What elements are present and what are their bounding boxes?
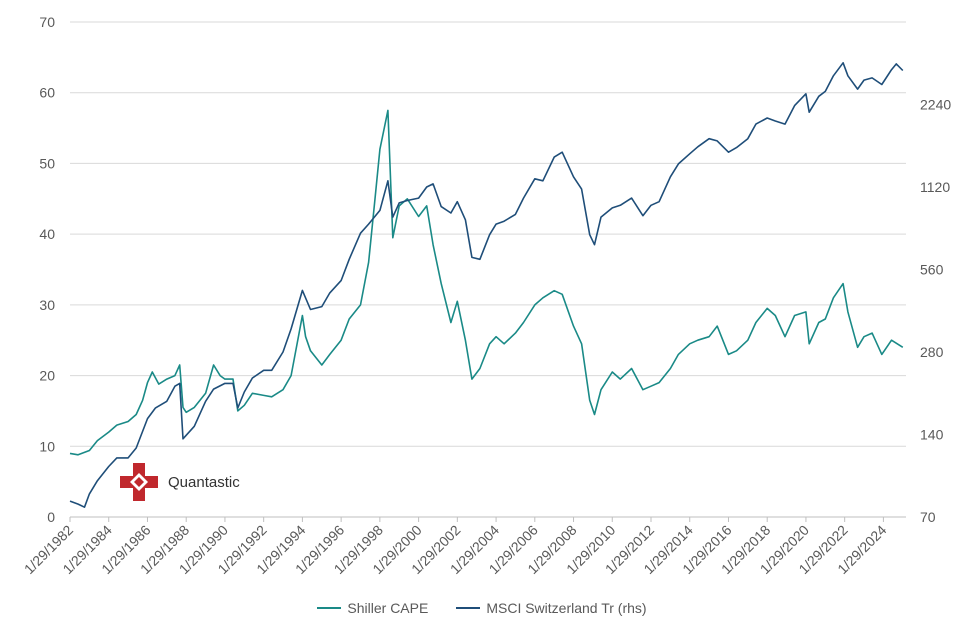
legend-swatch-msci-switzerland [456,607,481,609]
legend-item-msci-switzerland: MSCI Switzerland Tr (rhs) [456,600,647,616]
y-right-tick-label: 70 [920,509,936,525]
y-left-tick-label: 10 [39,438,55,454]
y-left-tick-label: 60 [39,85,55,101]
quantastic-logo: Quantastic [120,463,240,501]
y-right-tick-label: 2240 [920,97,951,113]
y-left-tick-label: 50 [39,155,55,171]
legend-swatch-shiller-cape [317,607,342,609]
series-line-msci-switzerland [69,62,904,508]
chart-legend: Shiller CAPE MSCI Switzerland Tr (rhs) [0,600,964,616]
y-right-tick-label: 1120 [920,179,950,195]
y-right-tick-label: 280 [920,344,944,360]
quantastic-logo-icon [120,463,158,501]
series-line-shiller-cape [69,109,904,456]
legend-item-shiller-cape: Shiller CAPE [317,600,428,616]
y-left-tick-label: 0 [47,509,55,525]
y-left-tick-label: 40 [39,226,55,242]
legend-label-msci-switzerland: MSCI Switzerland Tr (rhs) [486,600,647,616]
legend-label-shiller-cape: Shiller CAPE [347,600,429,616]
y-left-tick-label: 70 [39,14,55,30]
y-right-tick-label: 560 [920,262,944,278]
y-left-tick-label: 20 [39,368,55,384]
y-left-tick-label: 30 [39,297,55,313]
y-right-tick-label: 140 [920,427,944,443]
quantastic-logo-text: Quantastic [168,473,240,491]
